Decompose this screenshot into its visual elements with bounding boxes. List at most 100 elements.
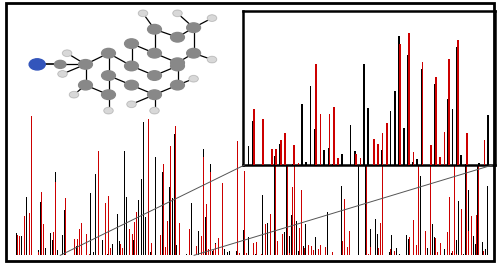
Bar [374, 219, 376, 255]
Bar [256, 242, 257, 255]
Bar [24, 216, 25, 255]
Circle shape [148, 71, 162, 80]
Bar [484, 250, 486, 255]
Bar [338, 158, 339, 165]
Bar [107, 254, 108, 255]
Bar [198, 234, 200, 255]
Bar [134, 222, 135, 255]
Bar [487, 115, 488, 165]
Bar [408, 55, 409, 165]
Bar [400, 44, 401, 165]
Bar [136, 212, 138, 255]
Bar [222, 183, 224, 255]
Circle shape [102, 48, 116, 58]
Bar [408, 33, 410, 165]
Bar [279, 144, 280, 165]
Circle shape [148, 24, 162, 34]
Bar [41, 192, 42, 255]
Bar [17, 235, 18, 255]
Bar [306, 162, 307, 165]
Bar [471, 216, 472, 255]
Bar [365, 157, 366, 255]
Bar [422, 62, 424, 165]
Bar [86, 234, 87, 255]
Bar [398, 36, 400, 165]
Bar [355, 154, 357, 165]
Bar [282, 234, 283, 255]
Bar [360, 158, 361, 165]
Bar [386, 123, 388, 165]
Bar [413, 253, 414, 255]
Circle shape [124, 80, 138, 90]
Circle shape [54, 60, 66, 68]
Bar [143, 122, 144, 255]
Bar [314, 129, 316, 165]
Bar [341, 154, 342, 165]
Bar [170, 146, 171, 255]
Bar [45, 248, 46, 255]
Bar [308, 245, 310, 255]
Bar [416, 159, 418, 165]
Bar [212, 251, 213, 255]
Bar [205, 217, 206, 255]
Bar [484, 140, 486, 165]
Bar [74, 239, 75, 255]
Bar [346, 247, 348, 255]
Bar [368, 254, 369, 255]
Bar [460, 155, 462, 165]
Bar [248, 237, 249, 255]
Bar [325, 247, 326, 255]
Bar [138, 200, 139, 255]
Bar [456, 254, 458, 255]
Bar [126, 197, 127, 255]
Bar [358, 146, 360, 255]
Bar [55, 182, 56, 255]
Bar [284, 232, 285, 255]
Bar [434, 84, 436, 165]
Circle shape [208, 15, 216, 21]
Bar [328, 148, 329, 165]
Bar [377, 234, 378, 255]
Bar [214, 243, 216, 255]
Bar [271, 149, 272, 165]
Bar [64, 210, 65, 255]
Bar [270, 214, 271, 255]
Circle shape [148, 90, 162, 99]
Bar [176, 245, 178, 255]
Bar [293, 144, 295, 165]
Bar [482, 242, 483, 255]
Bar [122, 248, 123, 255]
Circle shape [78, 80, 92, 90]
Bar [213, 250, 214, 255]
Bar [420, 176, 421, 255]
Circle shape [170, 32, 184, 42]
Bar [54, 172, 56, 255]
Bar [196, 246, 197, 255]
Bar [150, 252, 151, 255]
Bar [318, 249, 319, 255]
Bar [210, 172, 212, 255]
Bar [418, 141, 419, 255]
Bar [40, 202, 41, 255]
Bar [274, 146, 276, 255]
Bar [466, 157, 467, 255]
Bar [65, 198, 66, 255]
Bar [454, 152, 455, 255]
Bar [332, 164, 334, 165]
Bar [21, 236, 22, 255]
Bar [179, 254, 180, 255]
Bar [435, 238, 436, 255]
Bar [458, 201, 459, 255]
Bar [472, 236, 474, 255]
Bar [299, 228, 300, 255]
Bar [457, 40, 458, 165]
Bar [380, 149, 382, 165]
Bar [394, 91, 396, 165]
Bar [412, 152, 414, 165]
Bar [358, 137, 359, 255]
Bar [198, 231, 199, 255]
Circle shape [102, 90, 116, 99]
Bar [403, 128, 404, 165]
Bar [466, 133, 468, 165]
Bar [79, 229, 80, 255]
